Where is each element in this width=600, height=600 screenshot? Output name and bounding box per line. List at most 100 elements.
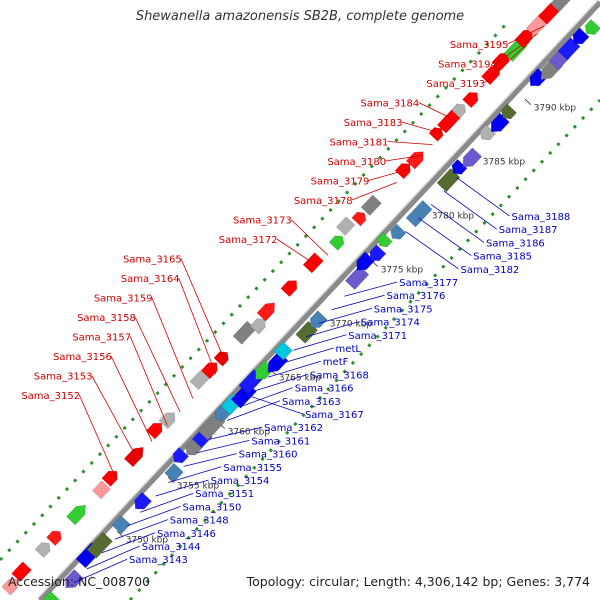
forward-gene-glyph <box>351 211 367 227</box>
reverse-gene-glyph <box>377 232 393 248</box>
reverse-gene-label: Sama_3188 <box>512 212 571 223</box>
reverse-gene-label: Sama_3150 <box>183 502 242 513</box>
reverse-gene-label: Sama_3163 <box>282 397 341 408</box>
reverse-leader-line <box>318 308 372 324</box>
reverse-gene-label: Sama_3151 <box>195 489 254 500</box>
forward-gene-label: Sama_3195 <box>450 40 509 51</box>
reverse-leader-line <box>168 466 222 483</box>
reverse-leader-line <box>183 453 237 467</box>
reverse-gene-label: Sama_3154 <box>211 476 270 487</box>
forward-gene-glyph <box>550 0 571 13</box>
forward-leader-line <box>387 141 433 145</box>
reverse-leader-line <box>114 519 168 540</box>
reverse-gene-label: Sama_3176 <box>387 291 446 302</box>
forward-gene-glyph <box>46 530 62 546</box>
forward-gene-label: Sama_3172 <box>219 235 278 246</box>
forward-gene-glyph <box>249 318 266 335</box>
forward-gene-glyph <box>328 235 345 251</box>
kbp-label: 3785 kbp <box>483 157 526 167</box>
forward-gene-label: Sama_3193 <box>426 79 485 90</box>
forward-leader-line <box>110 355 153 442</box>
reverse-gene-label: Sama_3144 <box>142 542 201 553</box>
forward-gene-glyph <box>213 351 229 367</box>
reverse-gene-label: metL <box>336 344 362 355</box>
forward-leader-line <box>484 41 530 84</box>
reverse-leader-line <box>226 400 281 421</box>
reverse-leader-line <box>405 231 459 270</box>
forward-gene-glyph <box>481 65 501 86</box>
reverse-gene-label: Sama_3168 <box>310 370 369 381</box>
forward-gene-glyph <box>450 103 467 119</box>
forward-gene-label: Sama_3153 <box>34 372 93 383</box>
forward-gene-label: Sama_3179 <box>311 177 370 188</box>
topology-text: Topology: circular; Length: 4,306,142 bp… <box>246 574 590 589</box>
reverse-leader-line <box>127 506 181 527</box>
kbp-label: 3770 kbp <box>330 319 373 329</box>
kbp-label: 3790 kbp <box>534 103 577 113</box>
reverse-gene-label: Sama_3177 <box>399 278 458 289</box>
forward-gene-label: Sama_3173 <box>233 216 292 227</box>
forward-gene-glyph <box>280 280 298 298</box>
kbp-label: 3780 kbp <box>432 211 475 221</box>
reverse-gene-label: metF <box>323 357 349 368</box>
reverse-leader-line <box>456 177 510 217</box>
reverse-gene-glyph <box>572 27 590 45</box>
forward-gene-label: Sama_3194 <box>438 60 497 71</box>
reverse-gene-label: Sama_3148 <box>170 516 229 527</box>
forward-leader-line <box>507 25 545 45</box>
reverse-gene-label: Sama_3167 <box>305 410 364 421</box>
reverse-leader-line <box>155 479 209 497</box>
forward-leader-line <box>290 219 329 256</box>
reverse-gene-glyph <box>111 515 131 535</box>
genome-backbone-highlight <box>37 0 599 599</box>
forward-gene-label: Sama_3164 <box>121 274 180 285</box>
reverse-gene-glyph <box>451 159 468 175</box>
reverse-gene-glyph <box>390 223 407 240</box>
forward-leader-line <box>78 394 117 480</box>
reverse-gene-glyph <box>65 569 84 589</box>
forward-gene-label: Sama_3159 <box>94 294 153 305</box>
reverse-gene-glyph <box>273 341 293 361</box>
forward-leader-line <box>151 297 194 399</box>
forward-leader-line <box>91 375 138 458</box>
reverse-leader-line <box>239 387 293 408</box>
reverse-leader-line <box>196 440 250 454</box>
reverse-leader-line <box>331 294 385 311</box>
forward-leader-line <box>368 168 410 181</box>
forward-gene-glyph <box>101 470 118 487</box>
reverse-gene-glyph <box>479 124 497 141</box>
reverse-gene-label: Sama_3162 <box>264 423 323 434</box>
reverse-gene-label: Sama_3182 <box>461 265 520 276</box>
forward-gene-glyph <box>145 422 163 440</box>
kbp-label: 3750 kbp <box>126 535 169 545</box>
forward-gene-label: Sama_3158 <box>77 313 136 324</box>
reverse-gene-glyph <box>86 531 113 559</box>
forward-leader-line <box>178 277 217 375</box>
kbp-tick <box>524 98 532 105</box>
forward-leader-line <box>180 258 227 364</box>
reverse-gene-label: Sama_3186 <box>486 238 545 249</box>
reverse-gene-glyph <box>584 19 600 35</box>
reverse-gene-glyph <box>462 147 483 168</box>
forward-leader-line <box>129 336 168 426</box>
reverse-gene-label: Sama_3155 <box>223 463 282 474</box>
kbp-tick <box>167 476 175 483</box>
reverse-gene-glyph <box>134 491 152 510</box>
forward-gene-label: Sama_3181 <box>330 138 389 149</box>
reverse-gene-label: Sama_3146 <box>157 529 216 540</box>
forward-gene-glyph <box>462 92 479 109</box>
forward-gene-glyph <box>189 370 210 391</box>
forward-gene-glyph <box>34 542 51 559</box>
forward-leader-line <box>134 316 181 413</box>
reverse-gene-label: Sama_3174 <box>361 318 420 329</box>
reverse-gene-label: Sama_3143 <box>129 555 188 566</box>
forward-leader-line <box>385 154 423 162</box>
reverse-leader-line <box>443 190 497 230</box>
reverse-gene-label: Sama_3166 <box>295 384 354 395</box>
forward-gene-glyph <box>360 194 382 216</box>
genome-backbone <box>37 0 600 600</box>
reverse-gene-label: Sama_3185 <box>473 252 532 263</box>
reverse-leader-line <box>140 492 194 513</box>
forward-gene-label: Sama_3157 <box>72 333 131 344</box>
